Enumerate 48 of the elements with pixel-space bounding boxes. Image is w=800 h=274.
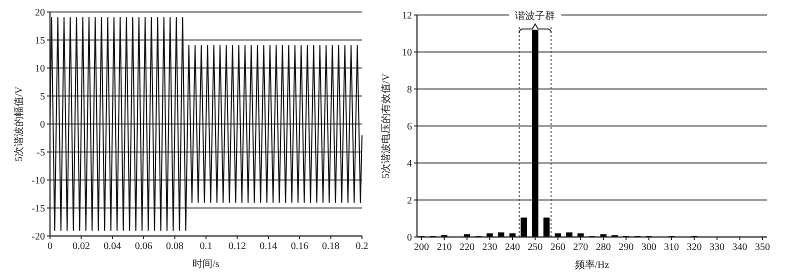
- x-axis-title: 时间/s: [192, 258, 220, 270]
- annotation: 谐波子群: [515, 10, 556, 22]
- y-tick-label: 5: [40, 92, 45, 102]
- x-tick-label: 210: [436, 242, 452, 253]
- x-tick-label: 280: [596, 242, 611, 253]
- x-tick-label: 290: [618, 242, 634, 253]
- x-axis-title: 频率/Hz: [574, 259, 610, 271]
- y-axis-title: 5次谐波电压的有效值/V: [380, 72, 392, 178]
- x-tick-label: 0.08: [166, 241, 184, 252]
- x-tick-label: 340: [732, 242, 748, 253]
- y-tick-label: 12: [402, 10, 412, 22]
- x-tick-label: 310: [664, 242, 680, 253]
- x-tick-label: 0.1: [200, 241, 212, 252]
- x-tick-label: 0.2: [356, 241, 368, 252]
- y-tick-label: 6: [407, 122, 412, 132]
- x-tick-label: 0.14: [260, 241, 278, 252]
- y-tick-label: -5: [36, 148, 45, 158]
- x-tick-label: 0.04: [104, 241, 122, 252]
- x-tick-label: 260: [550, 242, 566, 253]
- y-tick-label: 0: [407, 232, 412, 244]
- y-tick-label: 8: [407, 84, 412, 96]
- x-tick-label: 0.18: [322, 241, 340, 252]
- x-tick-label: 0.06: [134, 241, 152, 252]
- x-tick-label: 230: [482, 242, 498, 253]
- x-tick-label: 350: [754, 242, 770, 253]
- y-tick-label: 2: [407, 196, 412, 206]
- x-tick-label: 0.12: [228, 241, 246, 252]
- x-tick-label: 220: [460, 242, 474, 253]
- y-tick-label: 10: [402, 48, 412, 58]
- x-tick-label: 0.16: [290, 241, 308, 252]
- x-tick-label: 200: [414, 242, 430, 253]
- y-tick-label: 20: [35, 8, 45, 18]
- x-tick-label: 320: [686, 242, 702, 253]
- x-tick-label: 330: [710, 242, 724, 253]
- x-tick-label: 250: [528, 242, 543, 253]
- y-tick-label: 10: [35, 64, 45, 74]
- y-tick-label: 4: [407, 158, 412, 170]
- y-tick-label: -10: [32, 176, 45, 186]
- x-tick-label: 270: [573, 242, 588, 253]
- x-tick-label: 0.02: [72, 241, 90, 252]
- y-axis-title: 5次谐波的幅值/V: [13, 86, 25, 162]
- x-tick-label: 300: [641, 242, 656, 253]
- x-tick-label: 240: [504, 242, 520, 253]
- y-tick-label: 15: [35, 36, 45, 46]
- y-tick-label: -15: [32, 204, 45, 214]
- y-tick-label: -20: [32, 232, 45, 242]
- x-tick-label: 0: [48, 241, 52, 252]
- y-tick-label: 0: [40, 120, 45, 130]
